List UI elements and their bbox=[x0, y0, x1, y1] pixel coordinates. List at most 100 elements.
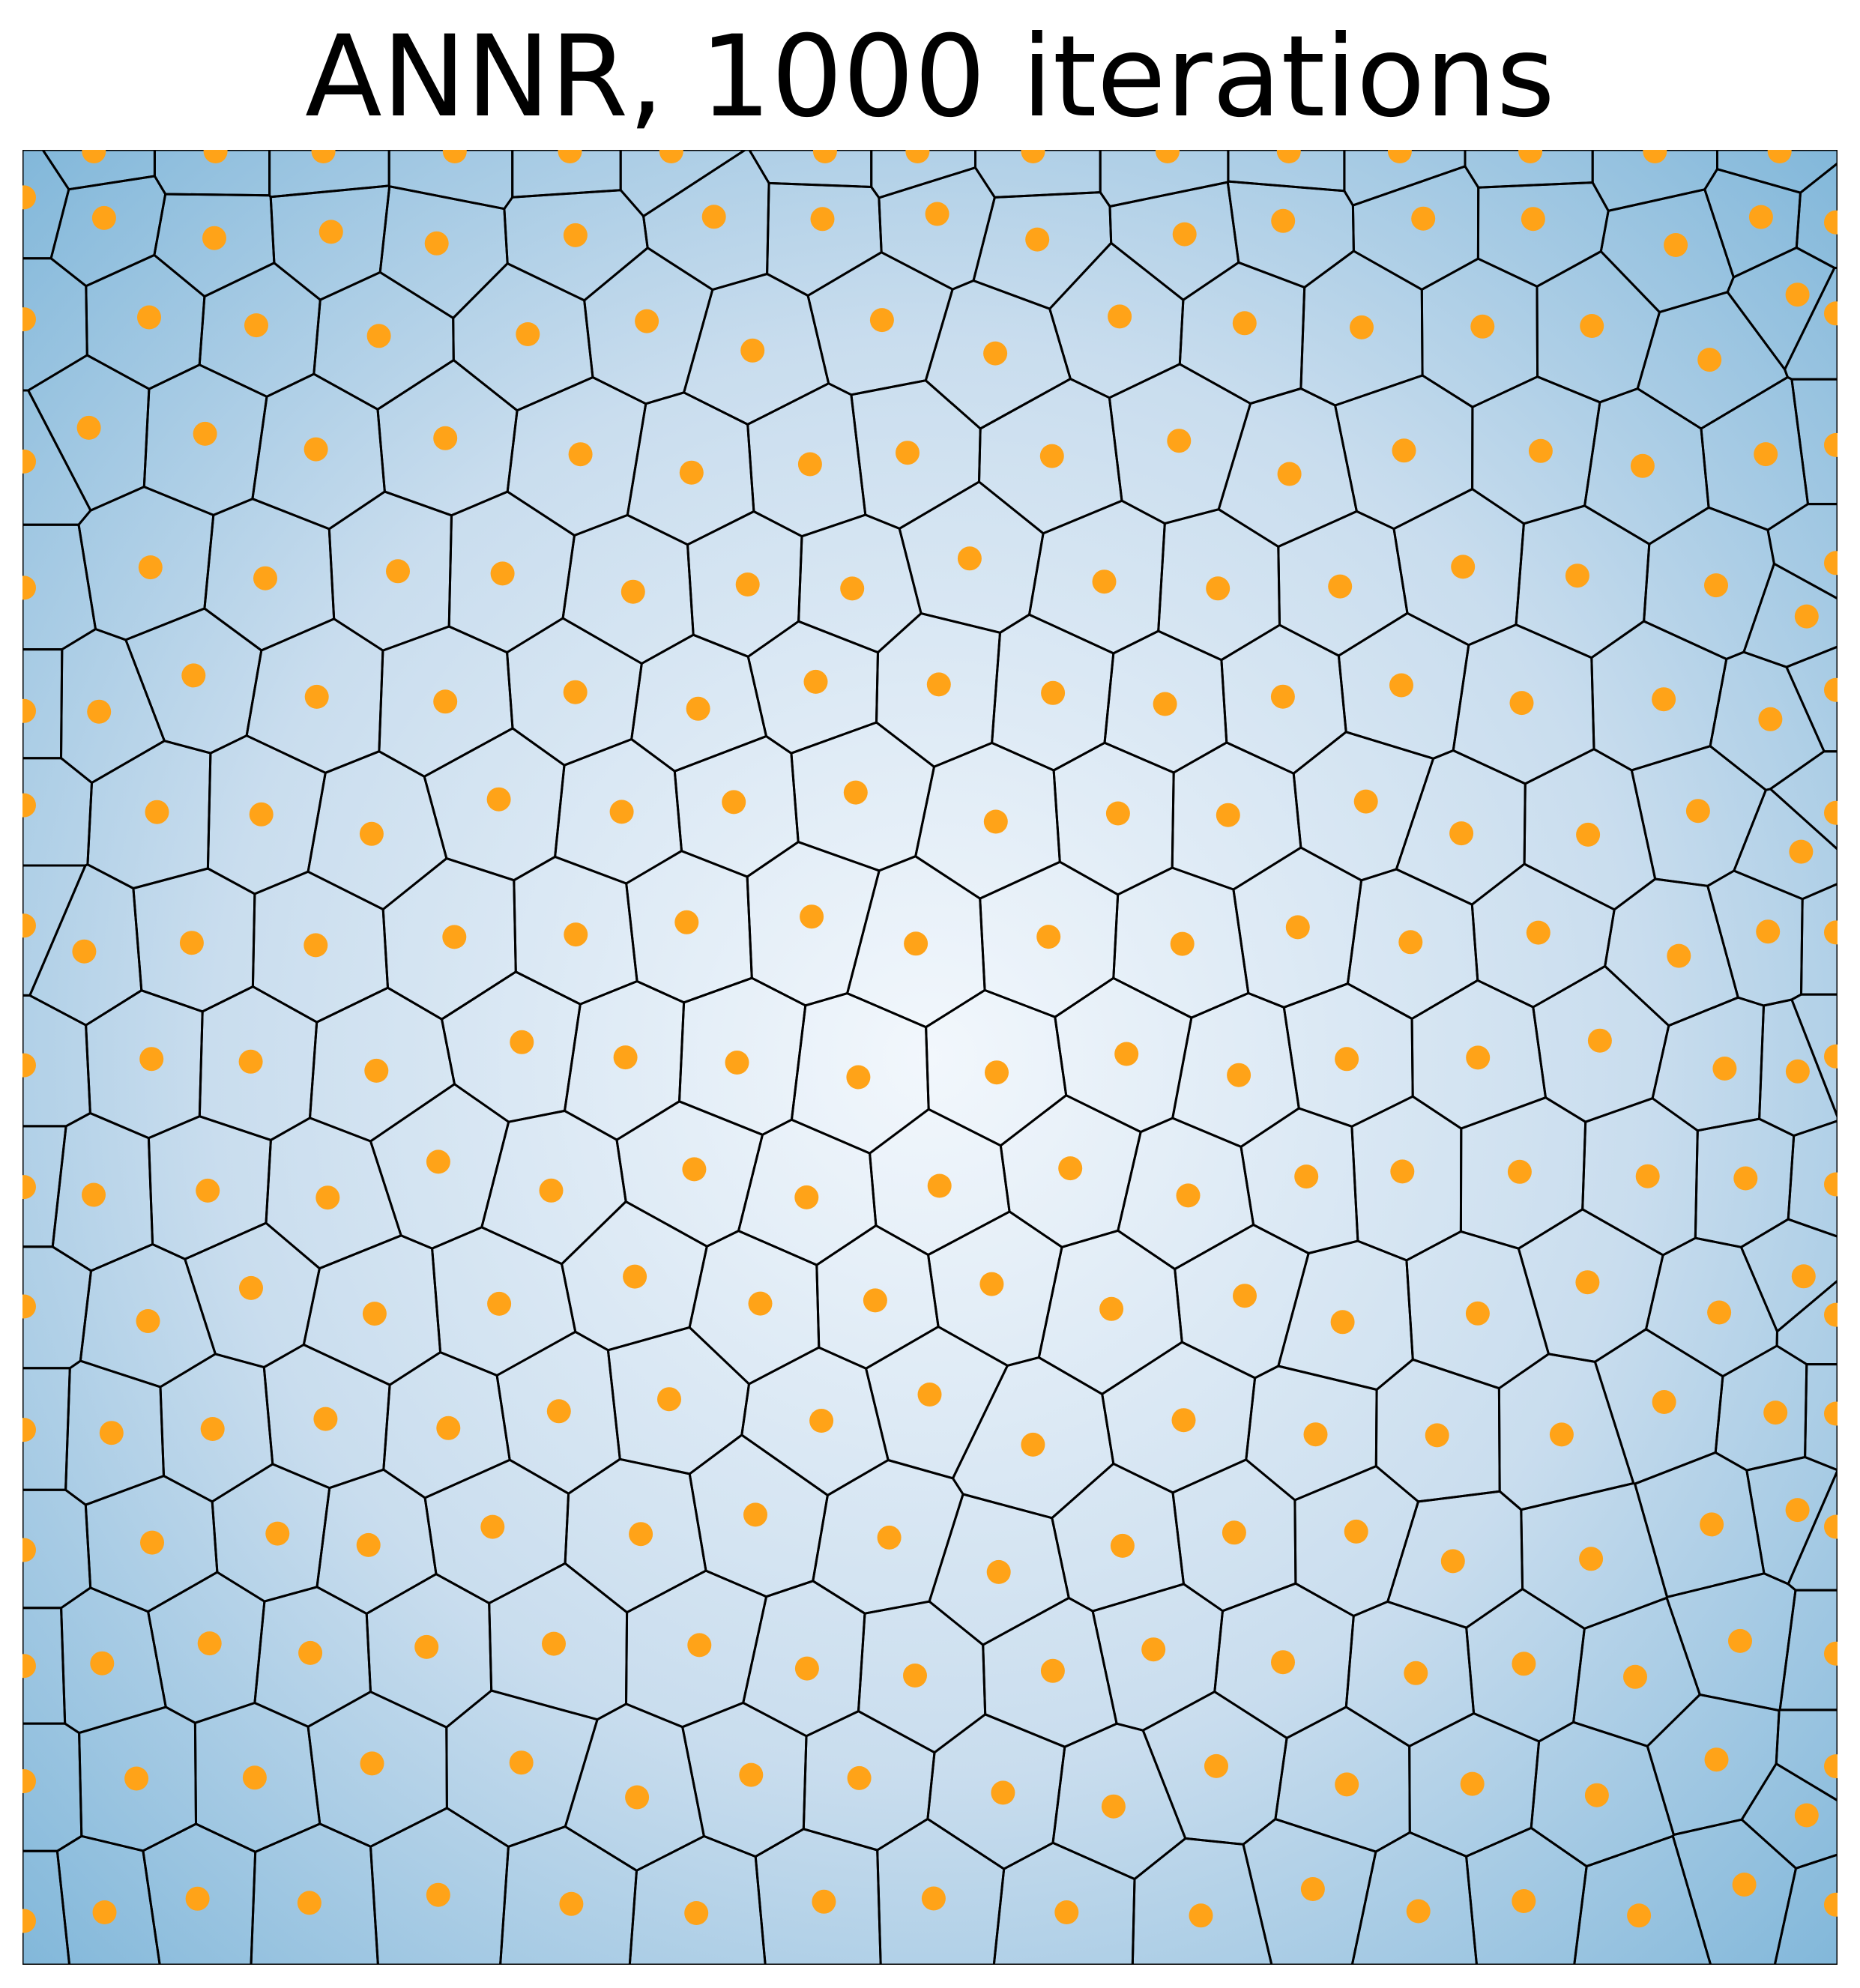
voronoi-cell bbox=[153, 150, 271, 197]
site-point bbox=[1227, 1063, 1251, 1087]
site-point bbox=[843, 780, 868, 805]
site-points bbox=[22, 150, 1838, 1933]
site-point bbox=[1824, 210, 1838, 235]
site-point bbox=[1824, 1641, 1838, 1666]
site-point bbox=[564, 922, 588, 947]
site-point bbox=[1785, 1498, 1810, 1523]
site-point bbox=[1025, 227, 1050, 252]
site-point bbox=[869, 308, 894, 333]
site-point bbox=[360, 1751, 384, 1776]
site-point bbox=[304, 933, 328, 958]
site-point bbox=[1518, 150, 1543, 163]
site-point bbox=[22, 185, 36, 210]
site-point bbox=[1470, 314, 1495, 339]
site-point bbox=[1526, 920, 1550, 945]
site-point bbox=[625, 1785, 650, 1810]
site-point bbox=[748, 1291, 773, 1316]
site-point bbox=[197, 1631, 222, 1656]
site-point bbox=[1232, 311, 1257, 336]
site-point bbox=[925, 202, 949, 226]
site-point bbox=[76, 415, 101, 440]
site-point bbox=[433, 426, 458, 450]
site-point bbox=[72, 939, 97, 964]
site-point bbox=[1108, 304, 1132, 329]
site-point bbox=[794, 1656, 819, 1681]
site-point bbox=[1460, 1771, 1485, 1796]
site-point bbox=[957, 546, 982, 571]
site-point bbox=[1789, 839, 1814, 864]
site-point bbox=[609, 800, 634, 824]
site-point bbox=[539, 1178, 564, 1203]
site-point bbox=[1167, 429, 1192, 453]
site-point bbox=[1704, 573, 1728, 598]
site-point bbox=[90, 1651, 115, 1676]
site-point bbox=[22, 307, 36, 332]
site-point bbox=[179, 931, 204, 955]
site-point bbox=[559, 1891, 584, 1916]
site-point bbox=[1507, 1159, 1532, 1184]
site-point bbox=[1824, 920, 1838, 945]
site-point bbox=[298, 1640, 323, 1665]
site-point bbox=[1728, 1628, 1752, 1653]
site-point bbox=[1667, 943, 1691, 968]
site-point bbox=[1652, 687, 1676, 712]
site-point bbox=[1512, 1889, 1536, 1913]
voronoi-cell bbox=[619, 150, 746, 217]
voronoi-cell bbox=[1769, 750, 1838, 851]
site-point bbox=[810, 207, 835, 232]
site-point bbox=[244, 313, 268, 338]
voronoi-cell bbox=[870, 150, 976, 199]
site-point bbox=[635, 309, 659, 333]
site-point bbox=[983, 809, 1008, 834]
site-point bbox=[1785, 1059, 1810, 1084]
site-point bbox=[674, 910, 699, 934]
site-point bbox=[1824, 1302, 1838, 1327]
site-point bbox=[1565, 564, 1589, 588]
site-point bbox=[1449, 821, 1474, 846]
site-point bbox=[926, 672, 951, 697]
site-point bbox=[22, 1175, 36, 1200]
voronoi-cell bbox=[22, 1849, 71, 1965]
site-point bbox=[1794, 1803, 1819, 1828]
voronoi-cell bbox=[974, 150, 1102, 199]
site-point bbox=[1114, 1042, 1139, 1066]
site-point bbox=[1222, 1520, 1246, 1545]
site-point bbox=[1712, 1057, 1737, 1081]
site-point bbox=[1580, 314, 1604, 338]
site-point bbox=[253, 566, 277, 590]
site-point bbox=[686, 696, 710, 721]
site-point bbox=[1824, 1044, 1838, 1069]
site-point bbox=[542, 1631, 566, 1656]
site-point bbox=[1549, 1422, 1574, 1447]
site-point bbox=[1330, 1310, 1355, 1335]
voronoi-cell bbox=[387, 150, 514, 211]
site-point bbox=[364, 1058, 389, 1083]
site-point bbox=[1685, 799, 1710, 824]
site-point bbox=[1587, 1028, 1612, 1053]
site-point bbox=[1189, 1903, 1213, 1928]
site-point bbox=[1732, 1873, 1757, 1897]
site-point bbox=[1058, 1156, 1083, 1181]
site-point bbox=[1767, 150, 1792, 163]
site-point bbox=[620, 579, 645, 604]
site-point bbox=[1105, 801, 1130, 826]
site-point bbox=[433, 689, 458, 714]
site-point bbox=[739, 1762, 764, 1787]
site-point bbox=[840, 576, 865, 601]
site-point bbox=[1630, 453, 1655, 478]
site-point bbox=[927, 1173, 952, 1198]
page-title: ANNR, 1000 iterations bbox=[305, 12, 1555, 142]
site-point bbox=[356, 1532, 381, 1557]
site-point bbox=[903, 1664, 927, 1688]
site-point bbox=[657, 1387, 681, 1412]
site-point bbox=[1041, 680, 1066, 705]
site-point bbox=[896, 441, 920, 465]
site-point bbox=[1233, 1284, 1257, 1308]
site-point bbox=[1021, 1432, 1045, 1457]
site-point bbox=[809, 1409, 834, 1433]
site-point bbox=[740, 338, 765, 363]
site-point bbox=[1276, 150, 1301, 163]
voronoi-cell bbox=[1784, 267, 1838, 381]
site-point bbox=[1172, 222, 1197, 247]
site-point bbox=[22, 575, 36, 600]
